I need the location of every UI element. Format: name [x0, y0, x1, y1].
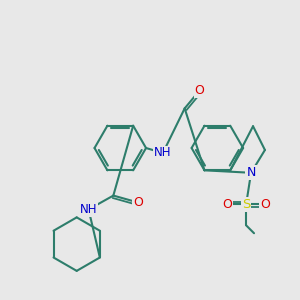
Text: NH: NH — [154, 146, 172, 160]
Text: N: N — [246, 166, 256, 179]
Text: NH: NH — [80, 203, 97, 216]
Text: O: O — [260, 198, 270, 211]
Text: S: S — [242, 198, 250, 211]
Text: O: O — [222, 198, 232, 211]
Text: O: O — [133, 196, 143, 209]
Text: O: O — [195, 84, 205, 97]
